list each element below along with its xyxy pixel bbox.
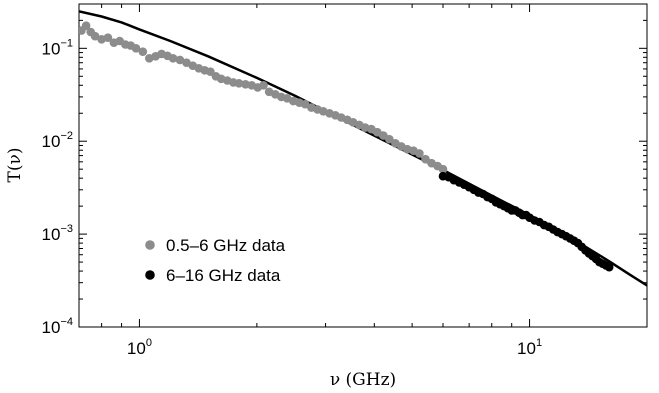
- legend-marker: [145, 270, 155, 280]
- data-point: [234, 79, 244, 88]
- x-tick-label: 101: [517, 337, 542, 358]
- data-point: [90, 31, 100, 41]
- data-point: [421, 154, 430, 164]
- data-point: [604, 262, 614, 272]
- data-point: [415, 149, 424, 158]
- data-point: [385, 134, 394, 144]
- data-point: [259, 81, 268, 90]
- y-tick-label: 10−2: [42, 130, 73, 151]
- data-point: [131, 44, 141, 53]
- legend: 0.5–6 GHz data 6–16 GHz data: [145, 236, 286, 285]
- y-tick-label: 10−3: [42, 223, 73, 244]
- data-point: [175, 55, 185, 65]
- x-tick-label: 100: [127, 337, 152, 358]
- data-point: [81, 21, 91, 31]
- y-tick-label: 10−4: [42, 316, 73, 337]
- data-point: [138, 47, 148, 56]
- plot-area: [78, 3, 648, 328]
- legend-label: 6–16 GHz data: [166, 266, 281, 285]
- data-point: [168, 54, 178, 63]
- data-point: [103, 33, 113, 42]
- y-axis-title: T(ν): [5, 148, 25, 183]
- x-axis-title: ν (GHz): [330, 370, 396, 390]
- y-tick-label: 10−1: [42, 37, 73, 58]
- legend-label: 0.5–6 GHz data: [166, 236, 286, 255]
- data-point: [438, 164, 448, 174]
- legend-marker: [145, 240, 155, 250]
